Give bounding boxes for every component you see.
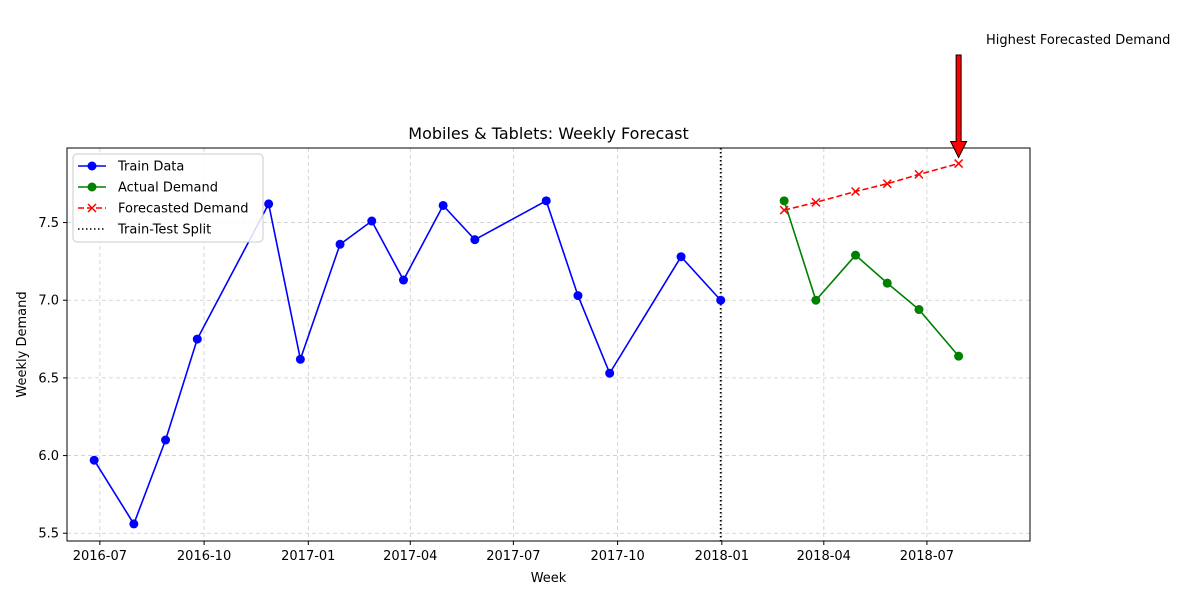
data-point: [914, 169, 924, 179]
legend: Train Data Actual Demand Forecasted Demand…: [72, 153, 264, 243]
x-axis-label: Week: [531, 571, 567, 586]
legend-item: Actual Demand: [78, 181, 218, 196]
data-point: [192, 334, 202, 344]
data-point: [851, 250, 861, 260]
x-tick-label: 2017-01: [281, 549, 335, 564]
y-tick-label: 6.0: [38, 449, 59, 464]
data-point: [850, 186, 861, 197]
data-point: [541, 196, 551, 206]
series-line: [783, 162, 959, 211]
legend-marker: [87, 161, 97, 171]
legend-marker: [87, 203, 97, 213]
legend-frame: [72, 153, 264, 243]
data-point: [811, 197, 821, 207]
data-point: [573, 291, 583, 301]
y-axis: 5.5 6.0 6.5 7.0 7.5: [38, 216, 67, 542]
data-point: [882, 278, 892, 288]
legend-item: Train-Test Split: [78, 223, 211, 238]
x-tick-label: 2018-01: [695, 549, 749, 564]
data-point: [438, 200, 448, 210]
data-point: [367, 216, 377, 226]
legend-label: Train-Test Split: [117, 223, 211, 238]
data-point: [716, 295, 726, 305]
plot-frame: [66, 147, 1031, 542]
data-point: [954, 159, 964, 169]
data-point: [295, 354, 305, 364]
series-layer: [89, 159, 964, 529]
legend-label: Train Data: [117, 160, 184, 175]
x-tick-label: 2016-07: [73, 549, 127, 564]
y-tick-label: 7.0: [38, 294, 59, 309]
legend-item: Forecasted Demand: [78, 202, 249, 217]
series-train-data: [89, 196, 726, 529]
data-point: [882, 179, 892, 189]
series-forecasted-demand: [779, 159, 964, 215]
data-point: [335, 239, 345, 249]
data-point: [779, 205, 789, 215]
series-line: [783, 200, 960, 357]
legend-marker: [87, 182, 97, 192]
legend-item: Train Data: [78, 160, 184, 175]
data-point: [264, 199, 274, 209]
legend-label: Forecasted Demand: [118, 202, 249, 217]
data-point: [779, 196, 789, 206]
x-tick-label: 2018-07: [900, 549, 954, 564]
x-tick-label: 2018-04: [797, 549, 851, 564]
data-point: [811, 295, 821, 305]
x-tick-label: 2017-10: [590, 549, 644, 564]
data-point: [398, 275, 408, 285]
data-point: [129, 519, 139, 529]
data-point: [676, 252, 686, 262]
x-axis: 2016-07 2016-10 2017-01 2017-04 2017-07 2017-…: [73, 541, 954, 564]
series-actual-demand: [779, 196, 964, 361]
annotation-arrow: [949, 54, 968, 159]
legend-label: Actual Demand: [118, 181, 218, 196]
y-tick-label: 7.5: [38, 216, 59, 231]
series-line: [93, 199, 722, 526]
data-point: [605, 368, 615, 378]
data-point: [470, 235, 480, 245]
data-point: [914, 305, 924, 315]
y-tick-label: 6.5: [38, 371, 59, 386]
chart-title: Mobiles & Tablets: Weekly Forecast: [408, 124, 688, 143]
y-tick-label: 5.5: [38, 527, 59, 542]
y-axis-label: Weekly Demand: [15, 291, 30, 397]
x-tick-label: 2017-07: [486, 549, 540, 564]
x-tick-label: 2017-04: [383, 549, 437, 564]
annotation: Highest Forecasted Demand: [949, 33, 1170, 159]
data-point: [89, 455, 99, 465]
data-point: [161, 435, 171, 445]
x-tick-label: 2016-10: [177, 549, 231, 564]
data-point: [954, 351, 964, 361]
annotation-text: Highest Forecasted Demand: [986, 33, 1170, 48]
